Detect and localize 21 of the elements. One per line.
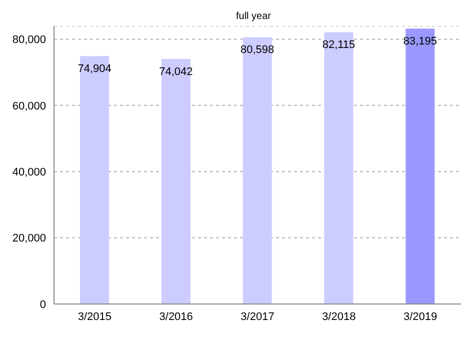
data-label: 74,042 [159, 66, 193, 78]
x-tick-label: 3/2018 [322, 310, 356, 323]
x-tick-label: 3/2017 [240, 310, 274, 323]
data-label: 80,598 [240, 44, 274, 56]
y-tick-label: 40,000 [12, 166, 46, 179]
y-tick-label: 80,000 [12, 34, 46, 46]
bar [161, 58, 190, 304]
data-label: 74,904 [78, 62, 112, 75]
chart-title: full year [234, 10, 272, 24]
data-label: 82,115 [322, 39, 356, 52]
x-tick-label: 3/2016 [159, 310, 193, 323]
bar [80, 56, 110, 304]
bar [406, 28, 435, 304]
y-tick-label: 20,000 [12, 232, 46, 245]
y-tick-label: 0 [40, 298, 46, 311]
x-tick-label: 3/2015 [78, 310, 112, 323]
bar [242, 37, 272, 304]
bar [324, 32, 354, 304]
x-tick-label: 3/2019 [403, 310, 438, 323]
y-tick-label: 60,000 [12, 100, 46, 112]
data-label: 83,195 [403, 35, 437, 48]
